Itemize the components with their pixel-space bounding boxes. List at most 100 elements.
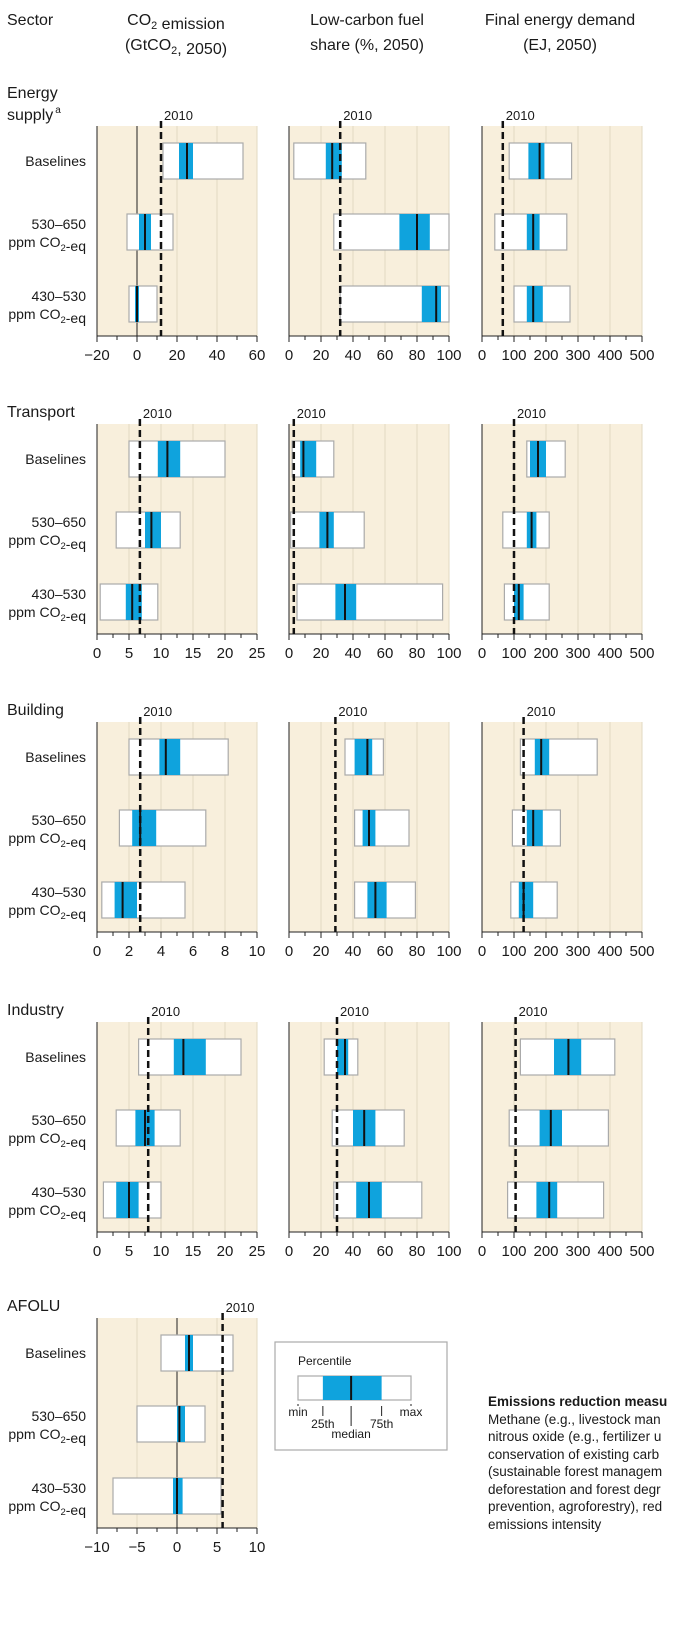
x-tick-label: 20: [217, 1243, 234, 1260]
ref-2010-label: 2010: [517, 406, 546, 421]
x-tick-label: 20: [217, 645, 234, 662]
header-sector: Sector: [7, 12, 54, 29]
ref-2010-label: 2010: [297, 406, 326, 421]
range-box: [129, 286, 157, 322]
range-box: [163, 143, 243, 179]
iqr-box: [536, 1182, 557, 1218]
row-label-unit: ppm CO2-eq: [8, 1130, 86, 1150]
legend-title: Percentile: [298, 1354, 352, 1368]
x-tick-label: 40: [345, 943, 362, 960]
legend-75th-label: 75th: [370, 1417, 393, 1431]
x-tick-label: 500: [629, 943, 654, 960]
x-tick-label: 40: [345, 347, 362, 364]
header-col2: Low-carbon fuel: [310, 12, 424, 29]
x-tick-label: 80: [409, 347, 426, 364]
iqr-box: [158, 441, 180, 477]
row-label-unit: ppm CO2-eq: [8, 1202, 86, 1222]
x-tick-label: 100: [436, 347, 461, 364]
range-box: [504, 584, 549, 620]
measures-line: emissions intensity: [488, 1516, 688, 1534]
x-tick-label: 400: [597, 943, 622, 960]
x-tick-label: 100: [436, 943, 461, 960]
x-tick-label: 10: [153, 1243, 170, 1260]
range-box: [137, 1406, 205, 1442]
x-tick-label: 80: [409, 1243, 426, 1260]
ref-2010-label: 2010: [340, 1004, 369, 1019]
x-tick-label: 100: [501, 347, 526, 364]
x-tick-label: 0: [285, 1243, 293, 1260]
row-label: 530–650: [31, 216, 86, 232]
x-tick-label: 100: [436, 1243, 461, 1260]
x-tick-label: 60: [377, 943, 394, 960]
x-tick-label: 40: [345, 1243, 362, 1260]
x-tick-label: 40: [209, 347, 226, 364]
x-tick-label: 500: [629, 645, 654, 662]
row-label: 530–650: [31, 1408, 86, 1424]
row-label: Baselines: [25, 1345, 86, 1361]
header-col3-unit: (EJ, 2050): [523, 37, 597, 54]
x-tick-label: 500: [629, 347, 654, 364]
iqr-box: [115, 882, 137, 918]
iqr-box: [355, 739, 373, 775]
x-tick-label: 10: [249, 1539, 266, 1556]
x-tick-label: 200: [533, 645, 558, 662]
range-box: [503, 512, 549, 548]
row-label: 530–650: [31, 1112, 86, 1128]
iqr-box: [528, 143, 544, 179]
x-tick-label: 80: [409, 943, 426, 960]
measures-line: Methane (e.g., livestock man: [488, 1411, 688, 1429]
x-tick-label: 0: [285, 347, 293, 364]
sector-title: supply a: [7, 105, 61, 124]
ref-2010-label: 2010: [143, 406, 172, 421]
measures-line: conservation of existing carb: [488, 1446, 688, 1464]
iqr-box: [422, 286, 441, 322]
row-label: 530–650: [31, 514, 86, 530]
iqr-box: [527, 810, 543, 846]
x-tick-label: −20: [84, 347, 109, 364]
row-label-unit: ppm CO2-eq: [8, 604, 86, 624]
iqr-box: [337, 1039, 348, 1075]
x-tick-label: 60: [377, 347, 394, 364]
measures-line: nitrous oxide (e.g., fertilizer u: [488, 1428, 688, 1446]
x-tick-label: 5: [125, 1243, 133, 1260]
x-tick-label: 0: [478, 1243, 486, 1260]
row-label: Baselines: [25, 451, 86, 467]
header-col1: CO2 emission: [127, 12, 225, 33]
ref-2010-label: 2010: [338, 704, 367, 719]
iqr-box: [367, 882, 386, 918]
x-tick-label: 100: [501, 645, 526, 662]
row-label: 430–530: [31, 884, 86, 900]
iqr-box: [177, 1406, 185, 1442]
range-box: [102, 882, 185, 918]
x-tick-label: 0: [478, 943, 486, 960]
x-tick-label: 25: [249, 1243, 266, 1260]
x-tick-label: 0: [478, 645, 486, 662]
x-tick-label: 20: [169, 347, 186, 364]
x-tick-label: 2: [125, 943, 133, 960]
x-tick-label: 200: [533, 943, 558, 960]
x-tick-label: 10: [153, 645, 170, 662]
iqr-box: [399, 214, 429, 250]
row-label-unit: ppm CO2-eq: [8, 234, 86, 254]
x-tick-label: 6: [189, 943, 197, 960]
measures-line: deforestation and forest degr: [488, 1481, 688, 1499]
legend-iqr-box: [323, 1376, 382, 1400]
row-label: 530–650: [31, 812, 86, 828]
row-label: 430–530: [31, 1184, 86, 1200]
range-box: [297, 584, 443, 620]
x-tick-label: 5: [125, 645, 133, 662]
row-label-unit: ppm CO2-eq: [8, 1426, 86, 1446]
x-tick-label: 0: [285, 645, 293, 662]
x-tick-label: 40: [345, 645, 362, 662]
measures-line: (sustainable forest managem: [488, 1463, 688, 1481]
ref-2010-label: 2010: [527, 704, 556, 719]
iqr-box: [145, 512, 161, 548]
measures-line: prevention, agroforestry), red: [488, 1498, 688, 1516]
row-label: 430–530: [31, 1480, 86, 1496]
x-tick-label: −10: [84, 1539, 109, 1556]
x-tick-label: 100: [436, 645, 461, 662]
iqr-box: [132, 810, 156, 846]
x-tick-label: 300: [565, 943, 590, 960]
legend-median-label: median: [331, 1427, 370, 1441]
x-tick-label: 0: [285, 943, 293, 960]
